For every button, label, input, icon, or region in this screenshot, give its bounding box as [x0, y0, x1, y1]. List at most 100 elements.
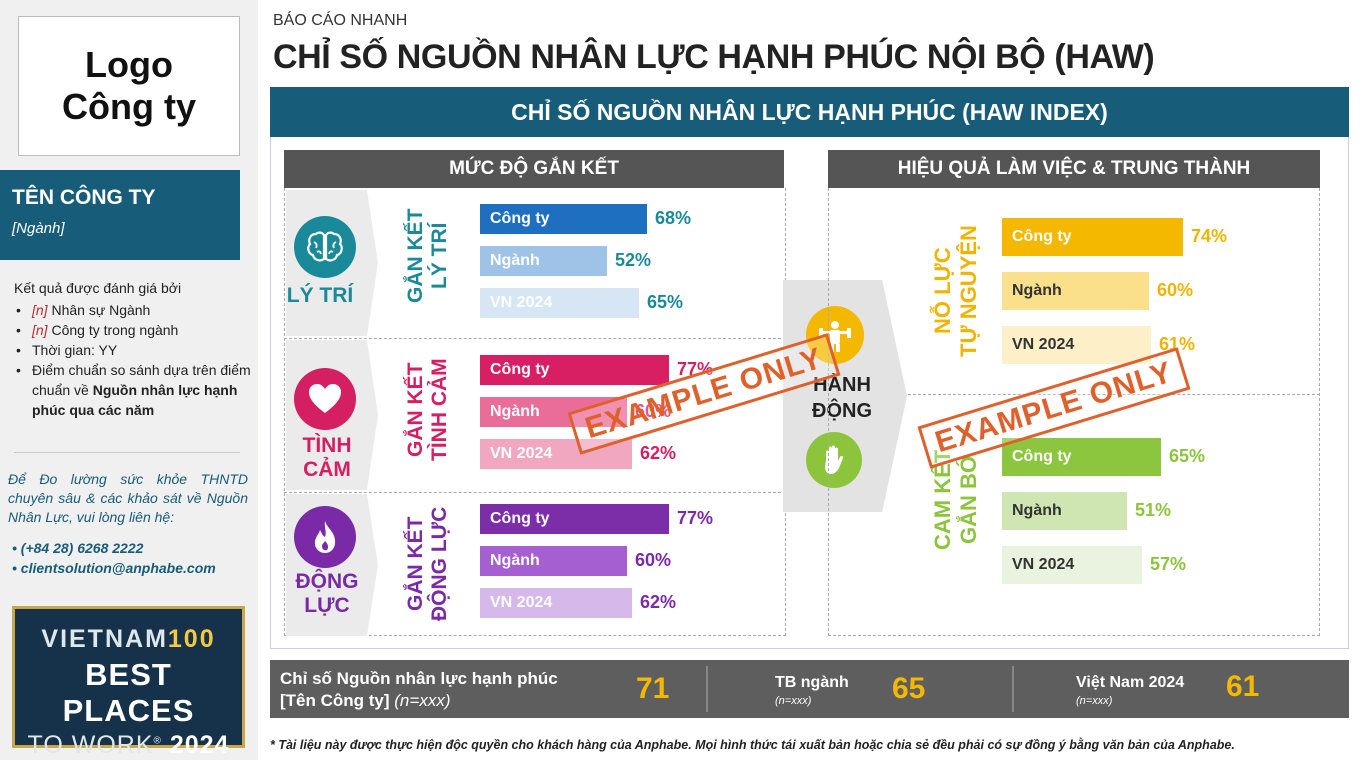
eval-item-benchmark: Điểm chuẩn so sánh dựa trên điểm chuẩn v… [14, 360, 254, 420]
engagement-section-title: MỨC ĐỘ GẮN KẾT [284, 150, 784, 188]
eval-item: [n] Nhân sự Ngành [14, 300, 254, 320]
contact-list: • (+84 28) 6268 2222 • clientsolution@an… [12, 538, 216, 578]
summary-vn-value: 61 [1226, 670, 1260, 703]
bar-label: Ngành [490, 403, 540, 420]
heart-icon [294, 368, 356, 430]
logo-text-line2: Công ty [62, 86, 196, 127]
page-title: CHỈ SỐ NGUỒN NHÂN LỰC HẠNH PHÚC NỘI BỘ (… [273, 38, 1155, 76]
bar-label: Ngành [1012, 282, 1062, 299]
bar-vn-2024: VN 2024 [480, 288, 639, 318]
bar-ngành: Ngành [480, 246, 607, 276]
bar-value-label: 60% [635, 550, 672, 570]
company-name: TÊN CÔNG TY [12, 186, 156, 209]
vertical-label-gan-ket-tinh-cam: GẮN KẾT TÌNH CẢM [404, 358, 451, 462]
bar-value-label: 51% [1135, 500, 1172, 520]
bar-value-label: 77% [677, 359, 714, 379]
summary-label: Chỉ số Nguồn nhân lực hạnh phúc [Tên Côn… [280, 669, 558, 710]
report-label: BÁO CÁO NHANH [273, 12, 408, 29]
bar-công-ty: Công ty [480, 204, 647, 234]
vertical-label-no-luc-tu-nguyen: NỖ LỰC TỰ NGUYỆN [930, 225, 981, 357]
summary-divider [1012, 666, 1014, 712]
bar-label: VN 2024 [1012, 556, 1075, 573]
eval-item: [n] Công ty trong ngành [14, 320, 254, 340]
bar-value-label: 62% [640, 592, 677, 612]
haw-index-header: CHỈ SỐ NGUỒN NHÂN LỰC HẠNH PHÚC (HAW IND… [270, 87, 1349, 137]
flame-icon [294, 506, 356, 568]
award-line1: VIETNAM100 [41, 625, 216, 653]
bar-label: VN 2024 [490, 594, 553, 611]
bar-label: Ngành [1012, 502, 1062, 519]
performance-section-title: HIỆU QUẢ LÀM VIỆC & TRUNG THÀNH [828, 150, 1320, 188]
fitness-person-icon [806, 306, 864, 364]
summary-vn-label: Việt Nam 2024 (n=xxx) [1076, 674, 1185, 707]
bar-công-ty: Công ty [1002, 218, 1183, 256]
row-divider [284, 338, 786, 339]
category-label-tinh-cam: TÌNH CẢM [302, 434, 352, 481]
company-logo-placeholder: Logo Công ty [18, 16, 240, 156]
bar-value-label: 61% [1159, 334, 1196, 354]
bar-value-label: 65% [647, 292, 684, 312]
award-line2: BEST PLACES [62, 657, 195, 728]
summary-industry-value: 65 [892, 672, 926, 705]
bar-value-label: 60% [635, 401, 672, 421]
bar-ngành: Ngành [1002, 272, 1149, 310]
bar-công-ty: Công ty [480, 504, 669, 534]
brain-icon [294, 216, 356, 278]
row-divider [284, 492, 786, 493]
bar-value-label: 65% [1169, 446, 1206, 466]
bar-vn-2024: VN 2024 [480, 588, 632, 618]
evaluation-info: Kết quả được đánh giá bởi [n] Nhân sự Ng… [14, 278, 254, 420]
bar-value-label: 68% [655, 208, 692, 228]
action-label: HÀNH ĐỘNG [812, 374, 872, 422]
eval-list: [n] Nhân sự Ngành [n] Công ty trong ngàn… [14, 300, 254, 420]
bar-label: VN 2024 [490, 445, 553, 462]
summary-industry-label: TB ngành (n=xxx) [775, 674, 849, 707]
bar-label: VN 2024 [490, 294, 553, 311]
bar-vn-2024: VN 2024 [480, 439, 632, 469]
bar-label: Ngành [490, 252, 540, 269]
bar-vn-2024: VN 2024 [1002, 326, 1151, 364]
sidebar-divider [14, 452, 240, 453]
bar-value-label: 74% [1191, 226, 1228, 246]
footnote: * Tài liệu này được thực hiện độc quyền … [270, 738, 1235, 752]
bar-label: Công ty [490, 210, 550, 227]
bar-công-ty: Công ty [480, 355, 669, 385]
summary-divider [706, 666, 708, 712]
eval-item: Thời gian: YY [14, 340, 254, 360]
performance-section [828, 188, 1320, 636]
phone-number[interactable]: • (+84 28) 6268 2222 [12, 540, 144, 556]
award-badge: VIETNAM100 BEST PLACES TO WORK® 2024 anp… [12, 606, 245, 780]
bar-label: Công ty [490, 361, 550, 378]
bar-label: Công ty [490, 510, 550, 527]
bar-ngành: Ngành [480, 546, 627, 576]
bar-label: Ngành [490, 552, 540, 569]
panel-outline [270, 137, 1349, 649]
vertical-label-gan-ket-ly-tri: GẮN KẾT LÝ TRÍ [404, 208, 451, 304]
bar-ngành: Ngành [1002, 492, 1127, 530]
summary-company-value: 71 [636, 672, 670, 705]
contact-text: Để Đo lường sức khỏe THNTD chuyên sâu & … [8, 471, 248, 525]
category-label-dong-luc: ĐỘNG LỰC [295, 570, 359, 617]
summary-bar: Chỉ số Nguồn nhân lực hạnh phúc [Tên Côn… [270, 660, 1349, 718]
row-divider [908, 394, 1320, 395]
company-block: TÊN CÔNG TY [Ngành] [0, 170, 240, 260]
logo-text-line1: Logo [85, 44, 173, 85]
bar-vn-2024: VN 2024 [1002, 546, 1142, 584]
bar-label: VN 2024 [1012, 336, 1075, 353]
bar-value-label: 57% [1150, 554, 1187, 574]
company-industry: [Ngành] [12, 220, 65, 237]
email-link[interactable]: • clientsolution@anphabe.com [12, 560, 216, 576]
eval-title: Kết quả được đánh giá bởi [14, 280, 182, 296]
vertical-label-gan-ket-dong-luc: GẮN KẾT ĐỘNG LỰC [404, 506, 451, 622]
bar-ngành: Ngành [480, 397, 627, 427]
bar-value-label: 62% [640, 443, 677, 463]
bar-value-label: 52% [615, 250, 652, 270]
award-brand: anphabe [103, 766, 154, 780]
bar-value-label: 60% [1157, 280, 1194, 300]
bar-value-label: 77% [677, 508, 714, 528]
hand-stop-icon [806, 432, 862, 488]
award-line3: TO WORK® 2024 [27, 731, 230, 759]
category-label-ly-tri: LÝ TRÍ [286, 284, 354, 307]
bar-label: Công ty [1012, 448, 1072, 465]
bar-label: Công ty [1012, 228, 1072, 245]
